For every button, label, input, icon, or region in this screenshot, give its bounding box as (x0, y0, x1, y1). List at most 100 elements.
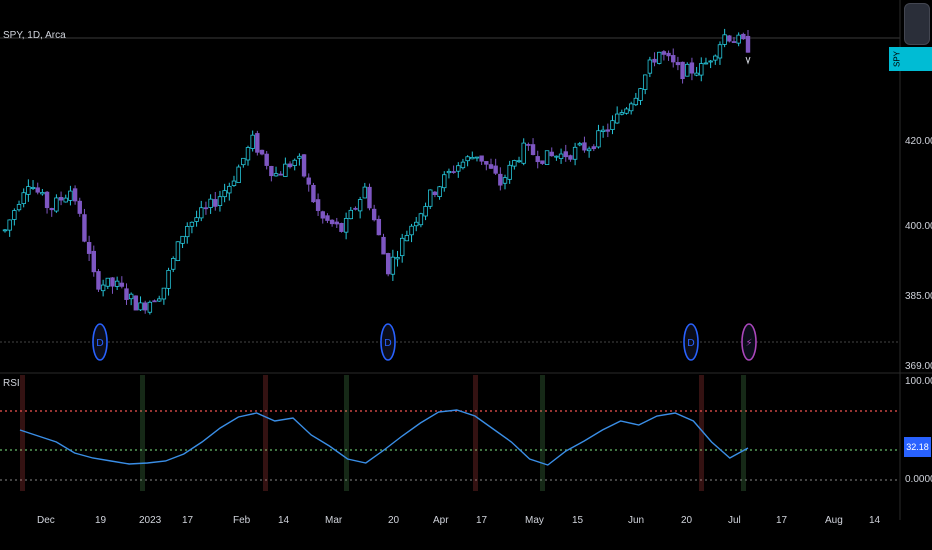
time-axis-label: 20 (681, 515, 693, 526)
candle-up (722, 34, 727, 45)
candle-up (600, 129, 606, 132)
signal-bands (20, 375, 746, 491)
dividend-badge[interactable]: D (92, 323, 108, 361)
dividend-badge[interactable]: D (683, 323, 699, 361)
candle-up (708, 60, 713, 63)
candle-up (423, 206, 428, 217)
last-price-tag (905, 47, 932, 71)
candle-up (348, 209, 353, 220)
candle-down (44, 191, 50, 209)
indicator-axis-label: 0.0000 (905, 474, 932, 485)
candle-down (432, 191, 438, 195)
candle-up (647, 59, 653, 74)
candle-up (577, 143, 582, 146)
candle-up (703, 62, 709, 65)
candle-down (582, 142, 587, 151)
candle-up (138, 302, 143, 311)
candle-up (231, 180, 237, 186)
candle-down (49, 207, 54, 211)
candle-up (512, 160, 517, 167)
signal-band (140, 375, 145, 491)
candle-up (297, 155, 302, 159)
candle-down (484, 161, 489, 165)
candle-up (460, 161, 466, 169)
candle-down (124, 288, 129, 300)
indicator-axis-label: 100.00 (905, 376, 932, 387)
last-price-marker (745, 56, 751, 65)
candle-down (689, 62, 695, 74)
candle-up (446, 170, 452, 174)
candle-up (199, 207, 204, 219)
candle-down (498, 173, 503, 186)
split-badge-glyph: ⚡ (745, 338, 752, 349)
candle-up (713, 55, 718, 61)
time-axis-label: Mar (325, 515, 343, 526)
candle-up (717, 44, 723, 59)
candle-down (731, 41, 737, 43)
signal-band (20, 375, 25, 491)
candle-up (54, 197, 59, 212)
candle-down (278, 173, 283, 176)
candle-up (16, 204, 22, 211)
candle-up (7, 219, 12, 231)
time-axis-label: 15 (572, 515, 584, 526)
candle-up (657, 51, 662, 64)
candle-down (745, 35, 751, 53)
candle-down (255, 133, 260, 153)
candle-up (241, 157, 246, 166)
candle-up (699, 63, 704, 76)
time-axis-label: Jun (628, 515, 645, 526)
candle-up (30, 187, 36, 189)
candle-up (456, 165, 461, 172)
candle-up (250, 134, 255, 149)
candle-down (563, 151, 568, 158)
dividend-badge-ring (380, 323, 396, 361)
event-badges[interactable]: D D D ⚡ (92, 323, 757, 361)
symbol-label[interactable]: SPY, 1D, Arca (3, 30, 66, 41)
candle-up (470, 156, 475, 160)
candle-down (35, 187, 40, 193)
dividend-badge-glyph: D (687, 338, 695, 349)
candle-down (77, 200, 82, 214)
split-badge[interactable]: ⚡ (741, 323, 757, 361)
time-axis-label: Feb (233, 515, 251, 526)
price-axis-label: 400.00 (905, 221, 932, 232)
scroll-to-latest-button[interactable] (904, 3, 930, 45)
candle-up (128, 293, 134, 300)
time-axis-label: 17 (182, 515, 194, 526)
dividend-badge-glyph: D (384, 338, 392, 349)
candle-down (269, 165, 274, 177)
candle-down (353, 207, 358, 210)
indicator-label[interactable]: RSI (3, 378, 20, 389)
candle-down (315, 199, 321, 211)
candle-up (596, 130, 601, 148)
dividend-badge[interactable]: D (380, 323, 396, 361)
candle-down (488, 164, 494, 169)
dividend-badge-glyph: D (96, 338, 104, 349)
candle-up (554, 155, 559, 158)
candle-up (180, 235, 185, 244)
time-axis-label: 17 (476, 515, 488, 526)
candle-down (652, 58, 657, 63)
candle-down (741, 33, 746, 40)
candle-up (166, 269, 171, 289)
candle-up (442, 174, 447, 189)
candle-up (147, 301, 153, 313)
rsi-line (19, 409, 749, 466)
candle-down (526, 144, 531, 146)
candle-up (633, 97, 639, 106)
candles (2, 28, 751, 315)
candle-up (63, 197, 68, 203)
time-axis-label: May (525, 515, 544, 526)
candle-up (614, 113, 620, 124)
candle-up (227, 185, 232, 194)
candle-up (414, 221, 419, 227)
candle-down (72, 188, 78, 202)
candle-down (264, 153, 269, 166)
time-axis-label: 17 (776, 515, 788, 526)
time-axis-label: 14 (278, 515, 290, 526)
candle-up (68, 190, 73, 201)
signal-band (540, 375, 545, 491)
